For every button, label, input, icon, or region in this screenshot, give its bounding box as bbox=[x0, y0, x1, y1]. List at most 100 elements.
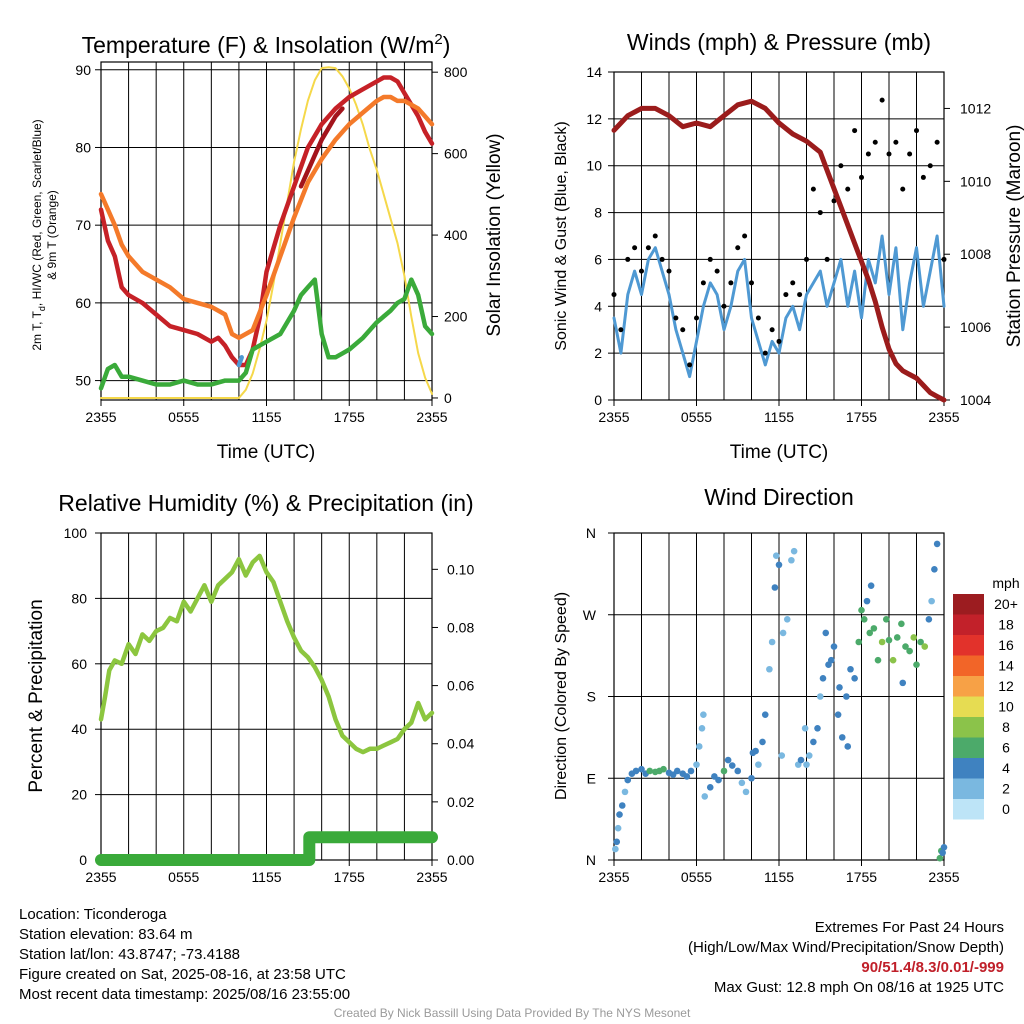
temp-xtick-label: 1755 bbox=[334, 409, 365, 425]
legend-swatch bbox=[953, 655, 984, 676]
gust-point bbox=[797, 292, 803, 298]
winds-ytick-label: 8 bbox=[594, 205, 602, 221]
temp-title: Temperature (F) & Insolation (W/m2) bbox=[82, 31, 451, 58]
direction-point bbox=[614, 824, 622, 832]
gust-point bbox=[790, 280, 796, 286]
temperature-panel: 2355 0555 1155 1755 2355 50 60 70 80 90 0 200 400 600… bbox=[30, 31, 505, 463]
direction-point bbox=[827, 656, 835, 664]
dir-xtick-label: 1755 bbox=[846, 869, 877, 885]
winds-panel: 2355 0555 1155 1755 235502468101214100410061… bbox=[553, 29, 1024, 463]
dir-xtick-label: 0555 bbox=[681, 869, 712, 885]
elevation-text: Station elevation: 83.64 m bbox=[19, 926, 193, 943]
gust-point bbox=[721, 303, 727, 309]
temp-ytick-label: 90 bbox=[75, 62, 91, 78]
direction-point bbox=[889, 656, 897, 664]
gust-point bbox=[810, 186, 816, 192]
direction-point bbox=[885, 636, 893, 644]
precip-ytick-label: 0.00 bbox=[447, 852, 474, 868]
legend-swatch bbox=[953, 717, 984, 738]
direction-point bbox=[797, 756, 805, 764]
insolation-line bbox=[100, 66, 433, 399]
direction-point bbox=[921, 643, 929, 650]
insolation-ytick-label: 0 bbox=[444, 390, 452, 406]
winds-title: Winds (mph) & Pressure (mb) bbox=[627, 29, 931, 55]
gust-point bbox=[865, 151, 871, 157]
temp-xtick-label: 2355 bbox=[416, 409, 447, 425]
dir-ylabel: Direction (Colored By Speed) bbox=[553, 592, 570, 800]
direction-point bbox=[701, 793, 709, 800]
rh-ytick-label: 40 bbox=[71, 721, 87, 737]
direction-point bbox=[761, 711, 769, 718]
direction-point bbox=[838, 734, 846, 741]
winds-ytick-label: 0 bbox=[594, 392, 602, 408]
dir-ytick-label: N bbox=[586, 852, 596, 868]
direction-point bbox=[939, 849, 946, 857]
direction-point bbox=[810, 738, 817, 746]
legend-label: 0 bbox=[1002, 801, 1010, 817]
gust-point bbox=[652, 233, 658, 239]
temp-ylabel: 2m T, Td, HI/WC (Red, Green, Scarlet/Blu… bbox=[30, 119, 47, 350]
direction-point bbox=[742, 788, 750, 796]
direction-point bbox=[683, 773, 691, 780]
direction-point bbox=[816, 693, 824, 700]
direction-point bbox=[748, 774, 755, 782]
winds-ytick-label: 12 bbox=[586, 111, 602, 127]
gust-point bbox=[735, 245, 741, 251]
direction-point bbox=[687, 767, 695, 775]
direction-point bbox=[925, 615, 933, 623]
direction-point bbox=[834, 711, 842, 718]
winds-xtick-label: 1155 bbox=[764, 409, 794, 425]
direction-point bbox=[772, 552, 780, 560]
gust-point bbox=[755, 315, 761, 321]
direction-point bbox=[830, 643, 838, 650]
direction-point bbox=[913, 661, 920, 669]
direction-point bbox=[899, 679, 907, 687]
gust-point bbox=[783, 292, 789, 298]
dir-xtick-label: 2355 bbox=[928, 869, 959, 885]
gust-point bbox=[900, 186, 906, 192]
direction-point bbox=[771, 584, 779, 591]
direction-point bbox=[931, 566, 938, 573]
gust-point bbox=[714, 268, 720, 274]
gust-point bbox=[762, 350, 768, 356]
gust-point bbox=[625, 256, 631, 262]
windchill-line bbox=[236, 355, 244, 368]
legend-swatch bbox=[953, 778, 984, 799]
gust-point bbox=[680, 327, 686, 333]
legend-label: 18 bbox=[998, 617, 1014, 633]
rh-xtick-label: 0555 bbox=[168, 869, 199, 885]
precip-ytick-label: 0.06 bbox=[447, 678, 474, 694]
dir-xtick-label: 1155 bbox=[764, 869, 794, 885]
winds-xtick-label: 1755 bbox=[846, 409, 877, 425]
direction-point bbox=[803, 761, 810, 768]
winds-xtick-label: 2355 bbox=[928, 409, 959, 425]
gust-point bbox=[742, 233, 748, 239]
winds-ytick-label: 2 bbox=[594, 345, 602, 361]
direction-point bbox=[936, 854, 944, 862]
gust-point bbox=[838, 163, 844, 169]
pressure-ytick-label: 1004 bbox=[960, 392, 991, 408]
legend-label: 12 bbox=[998, 678, 1014, 694]
winds-ytick-label: 14 bbox=[586, 64, 602, 80]
gust-point bbox=[927, 163, 933, 169]
direction-point bbox=[698, 724, 706, 732]
direction-point bbox=[616, 811, 623, 818]
temp-ylabel-line2: & 9m T (Orange) bbox=[45, 190, 59, 280]
credit-text: Created By Nick Bassill Using Data Provi… bbox=[333, 1006, 691, 1020]
direction-point bbox=[779, 629, 787, 637]
direction-point bbox=[860, 615, 868, 623]
gust-point bbox=[907, 151, 913, 157]
temp-xlabel: Time (UTC) bbox=[217, 442, 316, 463]
dewpoint-line bbox=[98, 277, 435, 391]
direction-point bbox=[778, 752, 786, 759]
legend-label: 8 bbox=[1002, 719, 1010, 735]
gust-point bbox=[700, 280, 706, 286]
gust-point bbox=[707, 256, 713, 262]
extremes-title: Extremes For Past 24 Hours bbox=[814, 919, 1004, 936]
precip-ytick-label: 0.04 bbox=[447, 736, 474, 752]
winds-ytick-label: 6 bbox=[594, 251, 602, 267]
direction-point bbox=[749, 749, 757, 757]
legend-swatch bbox=[953, 635, 984, 656]
winds-xtick-label: 2355 bbox=[598, 409, 629, 425]
